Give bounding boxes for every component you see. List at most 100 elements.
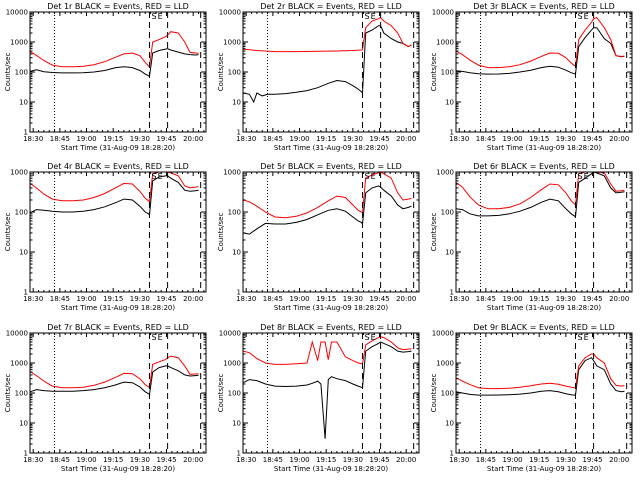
- series-line-lld: [29, 31, 199, 68]
- y-tick-label: 10: [232, 249, 241, 257]
- y-tick-label: 10000: [219, 9, 241, 17]
- y-tick-label: 100: [15, 209, 28, 217]
- series-line-events: [455, 27, 625, 75]
- y-tick-label: 1: [450, 129, 454, 137]
- y-tick-label: 10000: [219, 330, 241, 338]
- y-axis-label: Counts/sec: [217, 53, 225, 92]
- series-line-lld: [455, 353, 625, 390]
- end-flag: E: [584, 333, 589, 342]
- start-flag: S: [577, 12, 582, 21]
- y-tick-label: 10: [232, 420, 241, 428]
- panel-title: Det 6r BLACK = Events, RED = LLD: [473, 162, 615, 171]
- x-tick-label: 18:45: [476, 135, 496, 143]
- x-tick-label: 19:30: [130, 456, 150, 464]
- y-tick-label: 100: [228, 209, 241, 217]
- x-axis-label: Start Time (31-Aug-09 18:28:20): [487, 304, 601, 312]
- start-flag: S: [151, 172, 156, 181]
- x-tick-label: 18:45: [476, 456, 496, 464]
- x-tick-label: 18:30: [23, 135, 43, 143]
- axes-frame: [242, 332, 420, 454]
- start-flag: S: [577, 333, 582, 342]
- panel-title: Det 9r BLACK = Events, RED = LLD: [473, 323, 615, 332]
- series-line-events: [455, 357, 625, 396]
- series-line-events: [29, 175, 199, 216]
- y-tick-label: 10: [232, 99, 241, 107]
- x-tick-label: 19:30: [343, 135, 363, 143]
- end-flag: E: [371, 12, 376, 21]
- axes-frame: [242, 11, 420, 133]
- start-flag: S: [151, 12, 156, 21]
- y-axis-label: Counts/sec: [430, 53, 438, 92]
- x-tick-label: 20:00: [609, 295, 629, 303]
- y-tick-label: 100: [228, 69, 241, 77]
- y-tick-label: 1000: [223, 360, 241, 368]
- y-tick-label: 1: [450, 289, 454, 297]
- start-flag: S: [364, 12, 369, 21]
- x-tick-label: 19:15: [529, 456, 549, 464]
- y-tick-label: 100: [15, 390, 28, 398]
- x-tick-label: 18:30: [449, 456, 469, 464]
- x-tick-label: 18:45: [263, 456, 283, 464]
- series-line-events: [242, 185, 412, 235]
- x-tick-label: 19:00: [502, 456, 522, 464]
- series-line-events: [29, 48, 199, 78]
- x-tick-label: 20:00: [396, 456, 416, 464]
- y-axis-label: Counts/sec: [4, 374, 12, 413]
- x-axis-label: Start Time (31-Aug-09 18:28:20): [274, 465, 388, 473]
- x-axis-label: Start Time (31-Aug-09 18:28:20): [61, 144, 175, 152]
- x-tick-label: 18:45: [50, 295, 70, 303]
- x-tick-label: 19:30: [556, 295, 576, 303]
- x-tick-label: 18:45: [50, 135, 70, 143]
- panel-title: Det 7r BLACK = Events, RED = LLD: [47, 323, 189, 332]
- end-flag: E: [584, 172, 589, 181]
- series-line-events: [29, 365, 199, 396]
- y-axis-label: Counts/sec: [217, 213, 225, 252]
- x-tick-label: 19:15: [103, 295, 123, 303]
- end-flag: E: [158, 172, 163, 181]
- x-tick-label: 18:45: [476, 295, 496, 303]
- axes-frame: [242, 171, 420, 293]
- y-tick-label: 10000: [6, 330, 28, 338]
- series-line-lld: [242, 16, 412, 53]
- x-tick-label: 19:15: [316, 295, 336, 303]
- x-tick-label: 20:00: [396, 295, 416, 303]
- x-tick-label: 18:45: [263, 295, 283, 303]
- end-flag: E: [371, 333, 376, 342]
- x-tick-label: 19:30: [556, 456, 576, 464]
- y-tick-label: 10: [445, 99, 454, 107]
- x-tick-label: 18:45: [263, 135, 283, 143]
- end-flag: E: [371, 172, 376, 181]
- panel-title: Det 2r BLACK = Events, RED = LLD: [260, 2, 402, 11]
- start-flag: S: [151, 333, 156, 342]
- x-tick-label: 19:15: [529, 295, 549, 303]
- panel-title: Det 3r BLACK = Events, RED = LLD: [473, 2, 615, 11]
- y-tick-label: 1000: [436, 169, 454, 177]
- y-tick-label: 1: [237, 450, 241, 458]
- series-line-events: [242, 341, 412, 439]
- x-tick-label: 19:00: [502, 135, 522, 143]
- x-axis-label: Start Time (31-Aug-09 18:28:20): [61, 465, 175, 473]
- y-axis-label: Counts/sec: [4, 213, 12, 252]
- y-tick-label: 1000: [10, 39, 28, 47]
- x-tick-label: 20:00: [396, 135, 416, 143]
- y-tick-label: 1000: [10, 169, 28, 177]
- y-tick-label: 100: [441, 209, 454, 217]
- panel-title: Det 8r BLACK = Events, RED = LLD: [260, 323, 402, 332]
- y-tick-label: 1000: [223, 39, 241, 47]
- x-tick-label: 19:15: [316, 456, 336, 464]
- x-tick-label: 19:45: [582, 456, 602, 464]
- series-line-lld: [242, 171, 412, 219]
- x-tick-label: 20:00: [609, 135, 629, 143]
- x-tick-label: 18:30: [23, 295, 43, 303]
- x-tick-label: 18:30: [236, 295, 256, 303]
- panel-title: Det 1r BLACK = Events, RED = LLD: [47, 2, 189, 11]
- end-flag: E: [584, 12, 589, 21]
- x-axis-label: Start Time (31-Aug-09 18:28:20): [61, 304, 175, 312]
- x-axis-label: Start Time (31-Aug-09 18:28:20): [487, 465, 601, 473]
- x-tick-label: 19:30: [130, 135, 150, 143]
